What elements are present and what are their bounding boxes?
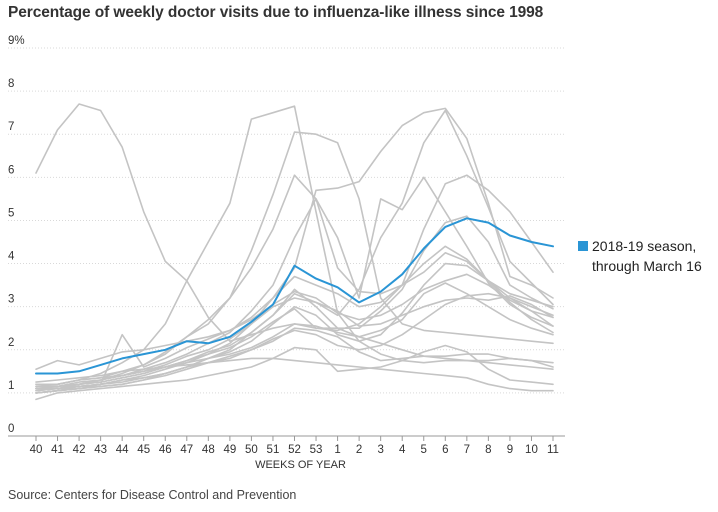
legend-line-2: through March 16	[592, 258, 702, 274]
x-tick-label: 42	[73, 444, 86, 456]
y-tick-label: 9%	[8, 35, 25, 47]
y-tick-label: 3	[8, 294, 14, 306]
y-tick-label: 2	[8, 337, 14, 349]
x-tick-label: 49	[223, 444, 236, 456]
background-season-line	[35, 109, 554, 394]
y-tick-label: 7	[8, 121, 14, 133]
x-tick-label: 46	[159, 444, 172, 456]
background-season-line	[35, 105, 554, 386]
x-tick-label: 41	[51, 444, 64, 456]
highlight-series-group	[35, 217, 554, 375]
y-tick-label: 6	[8, 164, 14, 176]
background-season-line	[35, 262, 554, 392]
source-note: Source: Centers for Disease Control and …	[8, 488, 297, 502]
x-tick-label: 51	[267, 444, 280, 456]
y-tick-label: 1	[8, 380, 14, 392]
x-tick-label: 6	[442, 444, 448, 456]
background-season-line	[35, 282, 554, 388]
x-axis-label: WEEKS OF YEAR	[255, 459, 346, 471]
x-tick-label: 3	[377, 444, 383, 456]
x-tick-label: 11	[547, 444, 559, 456]
x-tick-label: 47	[180, 444, 193, 456]
legend: 2018-19 season, through March 16	[578, 238, 702, 274]
y-tick-label: 0	[8, 423, 14, 435]
y-tick-label: 5	[8, 207, 14, 219]
x-tick-label: 7	[464, 444, 470, 456]
x-tick-label: 8	[485, 444, 491, 456]
legend-swatch	[578, 241, 588, 251]
x-tick-label: 53	[310, 444, 323, 456]
background-season-line	[35, 357, 554, 392]
background-series-group	[35, 103, 554, 401]
x-tick-label: 1	[334, 444, 340, 456]
y-tick-label: 8	[8, 78, 14, 90]
x-tick-label: 44	[116, 444, 129, 456]
legend-line-1: 2018-19 season,	[592, 238, 696, 254]
x-axis-ticks: 40 41 42 43 44 45 46 47 48 49 50 51 52 53 1 2 3 4 5 6 7 8 9 10 1…	[30, 436, 559, 456]
background-season-line	[35, 292, 554, 394]
gridlines	[8, 47, 565, 437]
x-tick-label: 40	[30, 444, 43, 456]
y-axis-ticks: 0 1 2 3 4 5 6 7 8 9%	[8, 35, 25, 435]
x-tick-label: 4	[399, 444, 406, 456]
x-tick-label: 48	[202, 444, 215, 456]
background-season-line	[35, 245, 554, 370]
x-tick-label: 45	[137, 444, 150, 456]
y-tick-label: 4	[8, 251, 15, 263]
x-tick-label: 52	[288, 444, 301, 456]
highlight-season-line	[35, 217, 554, 375]
x-tick-label: 9	[507, 444, 513, 456]
background-season-line	[35, 131, 554, 390]
x-tick-label: 2	[356, 444, 362, 456]
chart-title: Percentage of weekly doctor visits due t…	[8, 4, 544, 21]
background-season-line	[35, 344, 554, 401]
background-season-line	[35, 327, 554, 390]
background-season-line	[35, 176, 554, 390]
x-tick-label: 5	[421, 444, 427, 456]
background-season-line	[35, 273, 554, 394]
background-season-line	[35, 215, 554, 390]
x-tick-label: 10	[525, 444, 538, 456]
x-tick-label: 50	[245, 444, 258, 456]
x-tick-label: 43	[94, 444, 107, 456]
